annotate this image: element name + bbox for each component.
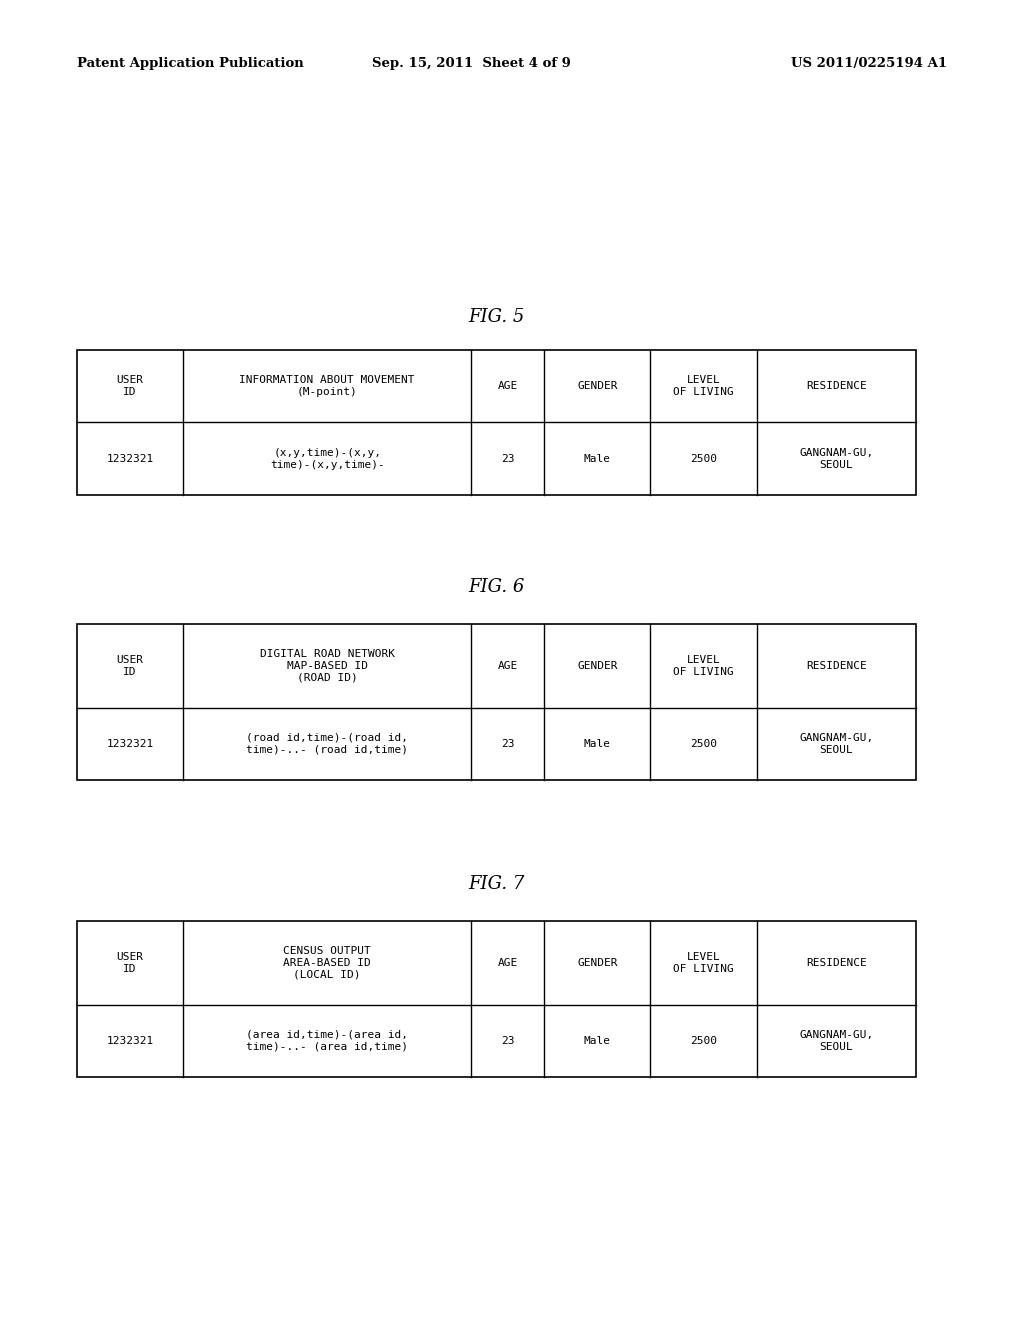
- Text: 23: 23: [501, 739, 514, 748]
- Text: USER
ID: USER ID: [117, 375, 143, 397]
- Text: 1232321: 1232321: [106, 454, 154, 463]
- Text: FIG. 5: FIG. 5: [468, 308, 525, 326]
- Text: (x,y,time)-(x,y,
time)-(x,y,time)-: (x,y,time)-(x,y, time)-(x,y,time)-: [269, 447, 385, 470]
- Text: GENDER: GENDER: [578, 661, 617, 671]
- Text: RESIDENCE: RESIDENCE: [806, 381, 867, 391]
- Bar: [77, 350, 916, 495]
- Text: DIGITAL ROAD NETWORK
MAP-BASED ID
(ROAD ID): DIGITAL ROAD NETWORK MAP-BASED ID (ROAD …: [260, 649, 394, 682]
- Text: LEVEL
OF LIVING: LEVEL OF LIVING: [673, 375, 734, 397]
- Text: GANGNAM-GU,
SEOUL: GANGNAM-GU, SEOUL: [800, 447, 873, 470]
- Text: 23: 23: [501, 454, 514, 463]
- Text: RESIDENCE: RESIDENCE: [806, 661, 867, 671]
- Text: AGE: AGE: [498, 381, 518, 391]
- Text: Male: Male: [584, 1036, 610, 1045]
- Text: LEVEL
OF LIVING: LEVEL OF LIVING: [673, 655, 734, 677]
- Text: 2500: 2500: [690, 739, 717, 748]
- Text: Sep. 15, 2011  Sheet 4 of 9: Sep. 15, 2011 Sheet 4 of 9: [372, 57, 570, 70]
- Text: FIG. 6: FIG. 6: [468, 578, 525, 597]
- Text: LEVEL
OF LIVING: LEVEL OF LIVING: [673, 952, 734, 974]
- Text: 2500: 2500: [690, 454, 717, 463]
- Text: INFORMATION ABOUT MOVEMENT
(M-point): INFORMATION ABOUT MOVEMENT (M-point): [240, 375, 415, 397]
- Text: 1232321: 1232321: [106, 1036, 154, 1045]
- Text: (road id,time)-(road id,
time)-..- (road id,time): (road id,time)-(road id, time)-..- (road…: [246, 733, 409, 755]
- Text: (area id,time)-(area id,
time)-..- (area id,time): (area id,time)-(area id, time)-..- (area…: [246, 1030, 409, 1052]
- Text: 1232321: 1232321: [106, 739, 154, 748]
- Text: USER
ID: USER ID: [117, 655, 143, 677]
- Text: GENDER: GENDER: [578, 381, 617, 391]
- Text: 23: 23: [501, 1036, 514, 1045]
- Text: USER
ID: USER ID: [117, 952, 143, 974]
- Text: 2500: 2500: [690, 1036, 717, 1045]
- Text: AGE: AGE: [498, 958, 518, 968]
- Text: CENSUS OUTPUT
AREA-BASED ID
(LOCAL ID): CENSUS OUTPUT AREA-BASED ID (LOCAL ID): [284, 946, 371, 979]
- Text: Patent Application Publication: Patent Application Publication: [77, 57, 303, 70]
- Bar: [77, 624, 916, 780]
- Text: AGE: AGE: [498, 661, 518, 671]
- Text: GANGNAM-GU,
SEOUL: GANGNAM-GU, SEOUL: [800, 733, 873, 755]
- Bar: [77, 921, 916, 1077]
- Text: GANGNAM-GU,
SEOUL: GANGNAM-GU, SEOUL: [800, 1030, 873, 1052]
- Text: US 2011/0225194 A1: US 2011/0225194 A1: [792, 57, 947, 70]
- Text: FIG. 7: FIG. 7: [468, 875, 525, 894]
- Text: GENDER: GENDER: [578, 958, 617, 968]
- Text: Male: Male: [584, 454, 610, 463]
- Text: RESIDENCE: RESIDENCE: [806, 958, 867, 968]
- Text: Male: Male: [584, 739, 610, 748]
